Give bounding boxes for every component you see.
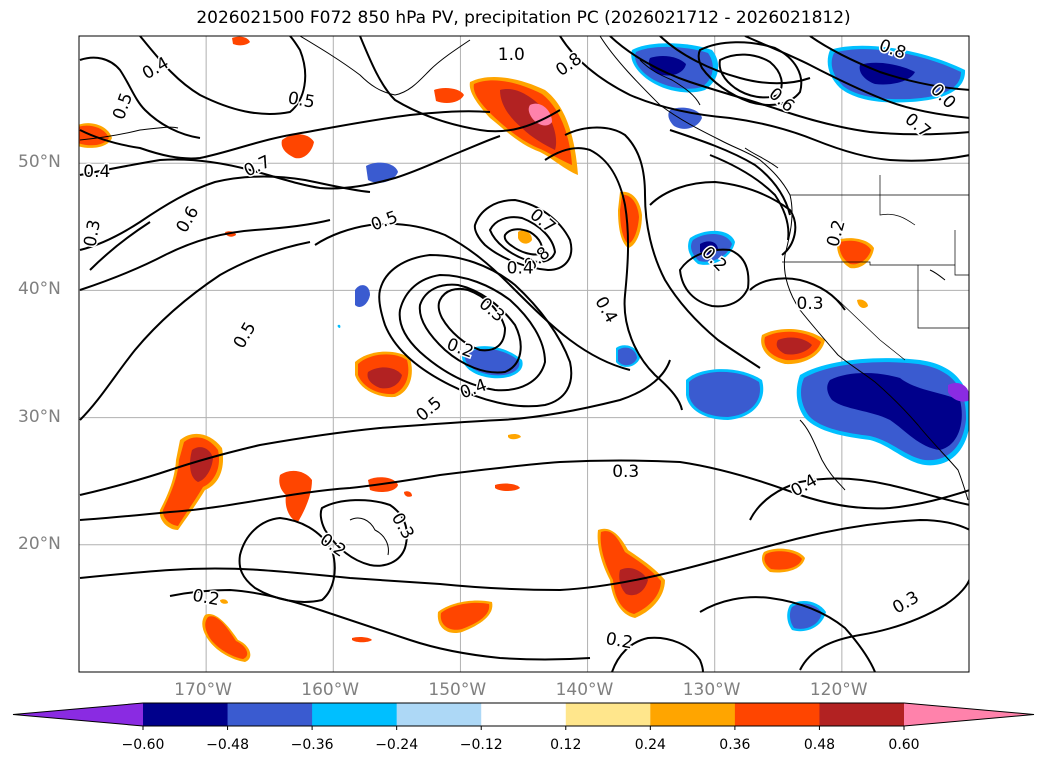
colorbar-label: 0.60 [888, 737, 920, 753]
colorbar-label: −0.24 [375, 737, 419, 753]
precipitation-fields [79, 36, 969, 662]
colorbar-label: −0.36 [290, 737, 334, 753]
colorbar-label: 0.36 [719, 737, 751, 753]
contour-label: 0.2 [316, 530, 350, 562]
colorbar-segment [565, 703, 651, 726]
contour-label: 0.4 [590, 293, 621, 326]
lat-tick-label: 50°N [18, 152, 61, 173]
lon-tick-label: 160°W [301, 680, 360, 700]
colorbar-segment [650, 703, 736, 726]
colorbar-label: −0.48 [206, 737, 249, 753]
colorbar-segment [143, 703, 229, 726]
contour-label: 0.4 [139, 53, 172, 84]
contour-label: 0.3 [612, 462, 639, 482]
contour-label: 0.4 [788, 470, 821, 501]
colorbar-segment [481, 703, 567, 726]
contour-label: 0.6 [765, 84, 799, 117]
colorbar-label: 0.24 [634, 737, 666, 753]
contour-label: 0.3 [797, 294, 824, 314]
precip-negative-area [337, 43, 969, 632]
contour-label: 0.5 [412, 393, 446, 426]
precip-positive-area [79, 36, 874, 662]
colorbar-label: −0.60 [121, 737, 165, 753]
plot-frame [78, 35, 970, 673]
colorbar-extend-high [904, 703, 1034, 726]
colorbar-extend-low [13, 703, 143, 726]
contour-label: 0.3 [387, 510, 418, 543]
contour-label: 0.5 [368, 207, 400, 235]
pv-contours [79, 36, 969, 672]
contour-label: 0.5 [286, 88, 316, 112]
colorbar-segment [734, 703, 820, 726]
lat-tick-label: 40°N [18, 279, 61, 300]
colorbar [12, 702, 1035, 730]
contour-label: 0.5 [109, 90, 137, 122]
contour-label: 0.4 [83, 162, 110, 182]
contour-label: 0.5 [230, 319, 261, 352]
contour-label: 0.7 [901, 109, 935, 142]
contour-label: 0.4 [507, 259, 534, 279]
colorbar-label: 0.12 [550, 737, 582, 753]
colorbar-label: −0.12 [459, 737, 503, 753]
contour-label: 0.2 [604, 629, 634, 653]
contour-label: 0.3 [889, 587, 922, 618]
contour-label: 0.6 [173, 203, 204, 236]
lat-tick-label: 20°N [18, 533, 61, 554]
contour-label: 1.0 [498, 45, 525, 65]
colorbar-segment [396, 703, 482, 726]
lat-tick-label: 30°N [18, 406, 61, 427]
lon-tick-label: 130°W [682, 680, 741, 700]
page-title: 2026021500 F072 850 hPa PV, precipitatio… [196, 8, 851, 28]
lon-tick-label: 120°W [809, 680, 868, 700]
contour-label: 0.2 [191, 586, 221, 610]
colorbar-segment [227, 703, 313, 726]
lon-tick-label: 150°W [428, 680, 487, 700]
lon-tick-label: 170°W [174, 680, 232, 700]
colorbar-label: 0.48 [803, 737, 836, 753]
colorbar-segment [819, 703, 905, 726]
contour-label: 0.8 [552, 49, 586, 81]
lon-tick-label: 140°W [555, 680, 614, 700]
colorbar-segment [312, 703, 398, 726]
